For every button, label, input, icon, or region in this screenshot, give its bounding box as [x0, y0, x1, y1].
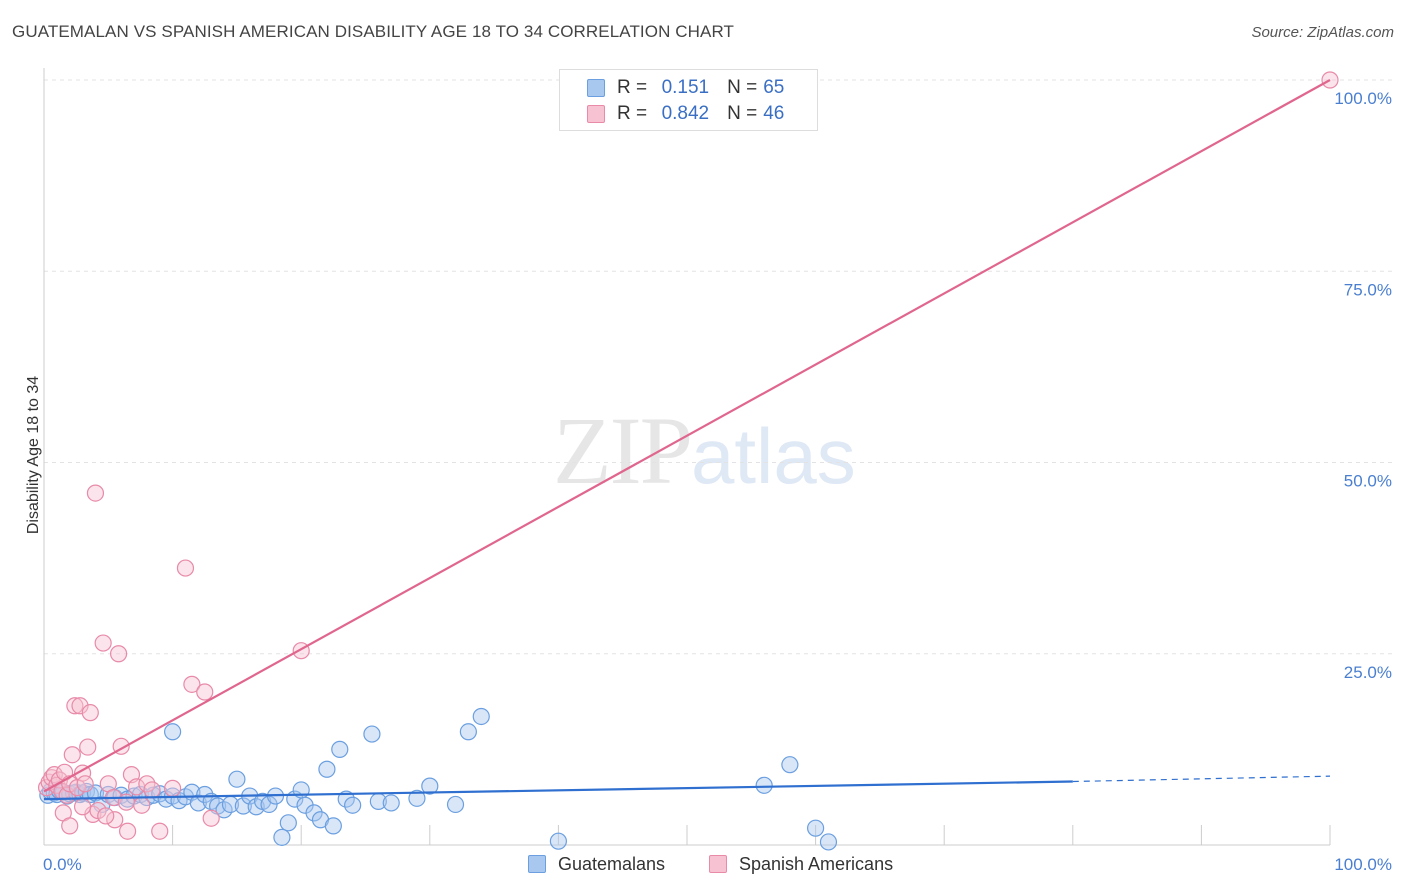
y-tick-labels: 25.0% 50.0% 75.0% 100.0% — [1334, 89, 1392, 682]
data-point — [446, 795, 465, 814]
legend-r-value: 0.842 — [661, 103, 710, 124]
zipatlas-watermark: ZIPatlas — [553, 395, 856, 506]
spanish-americans-points — [37, 71, 1339, 840]
spanish-americans-swatch — [587, 105, 605, 123]
data-point — [228, 770, 246, 788]
x-tick-label-max: 100.0% — [1334, 855, 1392, 874]
data-point — [318, 760, 336, 778]
bottom-legend-guatemalans: Guatemalans — [528, 851, 665, 877]
data-point — [133, 796, 151, 814]
data-point — [164, 723, 182, 741]
data-point — [76, 775, 94, 793]
data-point — [97, 807, 115, 825]
data-point — [324, 817, 342, 835]
guatemalans-trend-extension — [1072, 775, 1331, 783]
data-point — [781, 756, 799, 774]
data-point — [164, 779, 182, 797]
data-point — [806, 819, 825, 837]
legend-n-label: N = — [727, 77, 758, 98]
data-point — [63, 746, 81, 764]
data-point — [151, 822, 169, 840]
data-point — [459, 723, 477, 741]
data-point — [66, 697, 84, 715]
data-point — [73, 798, 92, 816]
legend-n-label: N = — [727, 103, 758, 124]
legend-n-value: 65 — [763, 77, 785, 98]
bottom-legend-spanish-americans: Spanish Americans — [709, 851, 893, 877]
data-point — [196, 683, 214, 701]
watermark-atlas: atlas — [691, 412, 856, 500]
data-point — [106, 811, 124, 829]
data-point — [273, 828, 291, 846]
data-point — [382, 794, 400, 812]
spanish-americans-legend-swatch — [709, 855, 727, 873]
y-tick-label: 100.0% — [1334, 89, 1392, 108]
legend-row-guatemalans: R = 0.151 N = 65 — [587, 75, 784, 101]
data-point — [305, 804, 323, 822]
data-point — [183, 675, 201, 693]
chart-source: Source: ZipAtlas.com — [1251, 24, 1394, 41]
data-point — [344, 796, 362, 814]
data-point — [143, 781, 161, 799]
data-point — [421, 777, 439, 795]
x-tick-labels: 0.0% 100.0% — [43, 855, 1392, 874]
legend-r-label: R = — [617, 103, 648, 124]
legend-row-spanish-americans: R = 0.842 N = 46 — [587, 101, 784, 127]
data-point — [472, 707, 490, 726]
data-point — [408, 789, 426, 807]
data-point — [61, 817, 79, 835]
guatemalans-legend-swatch — [528, 855, 546, 873]
correlation-legend: R = 0.151 N = 65 R = 0.842 N = 46 — [559, 69, 818, 131]
data-point — [234, 797, 252, 815]
x-tick-label-min: 0.0% — [43, 855, 82, 874]
data-point — [94, 634, 112, 652]
guatemalans-legend-label: Guatemalans — [558, 853, 666, 874]
trend-lines — [43, 79, 1331, 801]
data-point — [86, 484, 105, 502]
data-point — [363, 725, 381, 743]
guatemalans-trend-line — [43, 780, 1073, 801]
chart-title: GUATEMALAN VS SPANISH AMERICAN DISABILIT… — [12, 22, 735, 41]
y-tick-label: 75.0% — [1344, 280, 1392, 299]
data-point — [755, 776, 773, 794]
spanish-americans-legend-label: Spanish Americans — [739, 853, 894, 874]
data-point — [109, 645, 128, 663]
legend-n-value: 46 — [763, 103, 785, 124]
spanish-americans-trend-line — [43, 79, 1331, 793]
data-point — [819, 833, 838, 851]
y-tick-label: 50.0% — [1344, 472, 1392, 491]
legend-r-value: 0.151 — [661, 77, 710, 98]
watermark-zip: ZIP — [553, 397, 693, 504]
y-tick-label: 25.0% — [1344, 663, 1392, 682]
legend-r-label: R = — [617, 77, 648, 98]
data-point — [81, 704, 99, 722]
data-point — [549, 832, 568, 850]
gridlines — [44, 79, 1395, 655]
guatemalans-swatch — [587, 79, 605, 97]
data-point — [331, 740, 349, 758]
data-point — [196, 785, 214, 804]
data-point — [279, 814, 297, 832]
data-point — [71, 697, 89, 715]
data-point — [202, 809, 220, 827]
axes — [43, 68, 1331, 846]
data-point — [176, 559, 195, 577]
data-point — [118, 822, 137, 840]
data-point — [79, 738, 97, 756]
